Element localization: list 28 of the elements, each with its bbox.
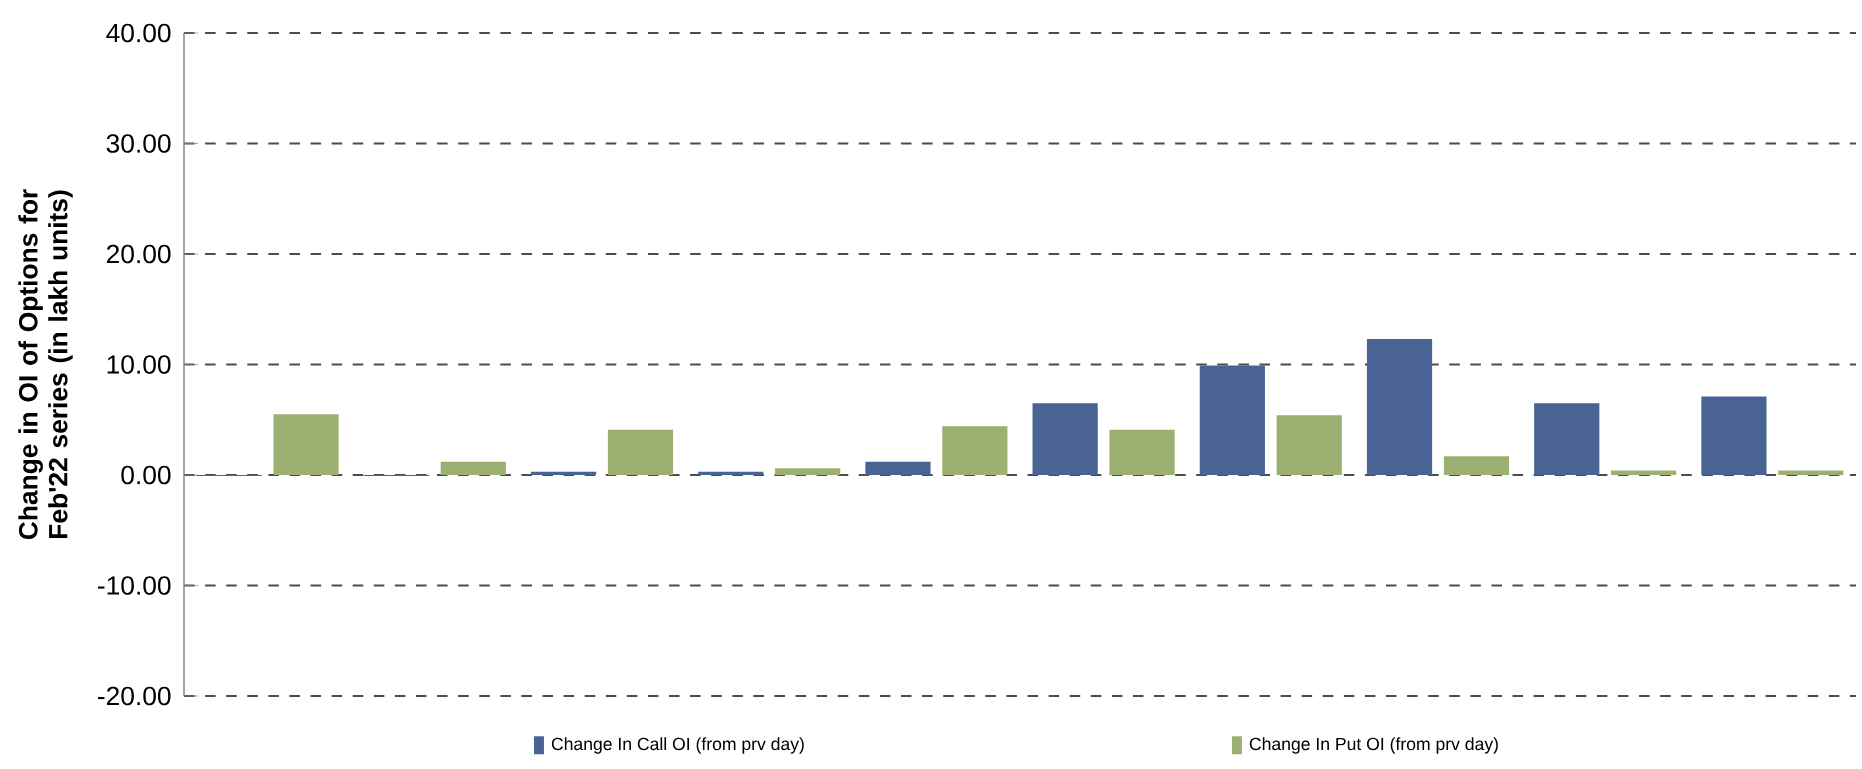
y-axis-title: Change in OI of Options for Feb'22 series (in lakh units) [18, 189, 73, 539]
bar [1366, 338, 1433, 475]
bar [865, 461, 931, 475]
bar [1032, 403, 1098, 475]
bar [530, 471, 597, 475]
bar [1701, 396, 1767, 475]
y-tick-label: 10.00 [107, 355, 171, 374]
bar [1443, 456, 1510, 475]
y-tick-label: -10.00 [98, 576, 171, 595]
bar [440, 461, 506, 475]
bar [273, 414, 339, 475]
bar [607, 429, 674, 475]
bar [1109, 429, 1175, 475]
bar [1199, 365, 1265, 475]
y-tick-label: 40.00 [106, 23, 171, 43]
bar [775, 468, 841, 475]
y-tick-label: -20.00 [98, 686, 171, 706]
y-tick-label: 20.00 [106, 244, 171, 264]
bar [1778, 470, 1844, 475]
y-tick-label: 0.00 [121, 465, 171, 485]
y-tick-label: 30.00 [106, 134, 171, 153]
bar [1276, 415, 1342, 475]
bar [698, 471, 764, 475]
bar [942, 426, 1008, 475]
bar [1611, 470, 1677, 475]
bar [1534, 403, 1600, 475]
legend-label: Change In Put OI (from prv day) [1249, 737, 1498, 754]
legend-label: Change In Call OI (from prv day) [551, 737, 804, 754]
